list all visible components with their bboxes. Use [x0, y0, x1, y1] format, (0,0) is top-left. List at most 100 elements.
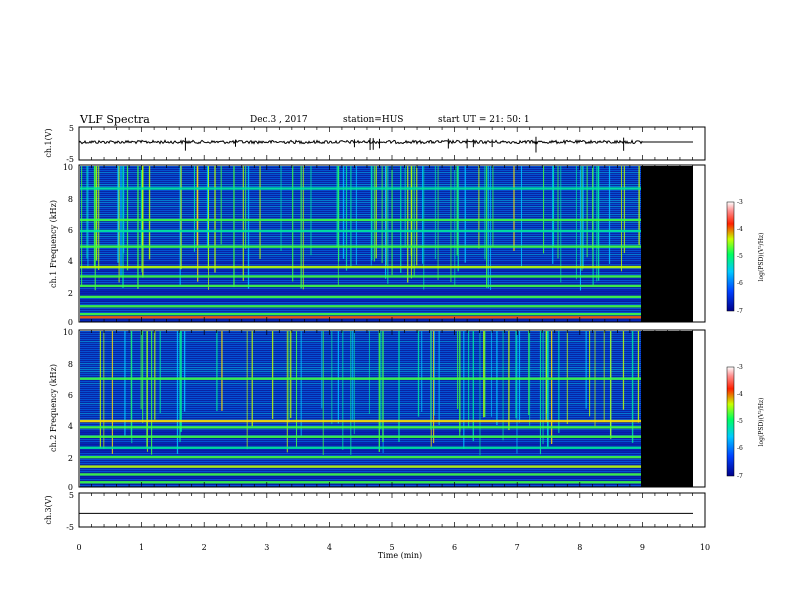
spectrogram-noise-row: [80, 403, 643, 405]
spectrogram-noise-row: [80, 415, 643, 417]
spectrogram-band: [80, 446, 643, 449]
spectrogram-noise-row: [80, 248, 643, 250]
spectrogram-noise-row: [80, 274, 643, 276]
spectrogram-noise-row: [80, 204, 643, 206]
spectrogram-noise-row: [80, 337, 643, 339]
spectrogram-noise-row: [80, 270, 643, 272]
spectrogram-noise-row: [80, 485, 643, 487]
ch1-waveform-frame: [78, 126, 706, 161]
spectrogram-noise-row: [80, 357, 643, 359]
spectrogram-noise-row: [80, 383, 643, 385]
spectrogram-noise-row: [80, 343, 643, 345]
ch2-spectrogram-ylabel: ch.2 Frequency (kHz): [49, 364, 58, 452]
spectrogram-noise-row: [80, 409, 643, 411]
spectrogram-band: [80, 481, 643, 484]
spectrogram-noise-row: [80, 385, 643, 387]
ch2-colorbar-label: log(PSD)(V²/Hz): [758, 398, 765, 447]
ch3-waveform-ylabel: ch.3(V): [44, 495, 53, 524]
spectrogram-noise-row: [80, 234, 643, 236]
spectrogram-noise-row: [80, 331, 643, 333]
ch1-colorbar: [726, 201, 735, 312]
spectrogram-noise-row: [80, 198, 643, 200]
spectrogram-noise-row: [80, 308, 643, 310]
ch2-ytick-6: 6: [68, 391, 73, 400]
spectrogram-noise-row: [80, 463, 643, 465]
ch1-cb-tick-4: -4: [737, 226, 743, 233]
spectrogram-band: [80, 419, 643, 423]
spectrogram-noise-row: [80, 186, 643, 188]
spectrogram-noise-row: [80, 401, 643, 403]
spectrogram-band: [80, 312, 643, 316]
spectrogram-noise-row: [80, 202, 643, 204]
spectrogram-noise-row: [80, 184, 643, 186]
spectrogram-noise-row: [80, 419, 643, 421]
x-axis-tick-labels: 0 1 2 3 4 5 6 7 8 9 10: [76, 543, 710, 552]
spectrogram-noise-row: [80, 242, 643, 244]
ch1-spectrogram-nodata: [641, 166, 693, 322]
spectrogram-noise-row: [80, 443, 643, 445]
xtick-4: 4: [327, 543, 332, 552]
spectrogram-noise-row: [80, 445, 643, 447]
spectrogram-noise-row: [80, 302, 643, 304]
spectrogram-noise-row: [80, 367, 643, 369]
spectrogram-band: [80, 218, 643, 222]
spectrogram-noise-row: [80, 339, 643, 341]
ch1-ytick-0: 0: [68, 318, 73, 327]
xtick-7: 7: [515, 543, 520, 552]
spectrogram-noise-row: [80, 304, 643, 306]
spectrogram-noise-row: [80, 180, 643, 182]
spectrogram-band: [80, 465, 643, 468]
spectrogram-noise-row: [80, 228, 643, 230]
spectrogram-noise-row: [80, 288, 643, 290]
spectrogram-noise-row: [80, 381, 643, 383]
spectrogram-noise-row: [80, 272, 643, 274]
spectrogram-noise-row: [80, 335, 643, 337]
spectrogram-noise-row: [80, 240, 643, 242]
spectrogram-noise-row: [80, 226, 643, 228]
spectrogram-noise-row: [80, 469, 643, 471]
spectrogram-noise-row: [80, 397, 643, 399]
spectrogram-noise-row: [80, 262, 643, 264]
spectrogram-noise-row: [80, 238, 643, 240]
ch1-ytick-top: 5: [69, 124, 74, 133]
spectrogram-noise-row: [80, 483, 643, 485]
ch3-waveform-frame: [78, 492, 706, 528]
spectrogram-noise-row: [80, 244, 643, 246]
spectrogram-noise-row: [80, 365, 643, 367]
spectrogram-noise-row: [80, 292, 643, 294]
spectrogram-noise-row: [80, 320, 643, 322]
ch2-ytick-4: 4: [68, 422, 73, 431]
spectrogram-noise-row: [80, 347, 643, 349]
spectrogram-noise-row: [80, 351, 643, 353]
ch2-spectrogram-nodata: [641, 331, 693, 487]
spectrogram-noise-row: [80, 200, 643, 202]
spectrogram-band: [80, 426, 643, 429]
spectrogram-noise-row: [80, 214, 643, 216]
spectrogram-noise-row: [80, 423, 643, 425]
ch2-cb-tick-3: -3: [737, 364, 743, 371]
spectrogram-noise-row: [80, 192, 643, 194]
spectrogram-noise-row: [80, 341, 643, 343]
ch2-spectrogram-panel: 10 8 6 4 2 0 ch.2 Frequency (kHz) -3 -4 …: [49, 328, 765, 492]
spectrogram-noise-row: [80, 413, 643, 415]
spectrogram-noise-row: [80, 471, 643, 473]
ch1-waveform-ticks: [78, 127, 706, 160]
date-label: Dec.3 , 2017: [250, 115, 308, 125]
ch3-waveform-ticks: [78, 493, 706, 527]
spectrogram-noise-row: [80, 455, 643, 457]
xtick-8: 8: [577, 543, 582, 552]
spectrogram-noise-row: [80, 371, 643, 373]
ch2-cb-tick-6: -6: [737, 445, 743, 452]
spectrogram-noise-row: [80, 399, 643, 401]
ch2-colorbar: [726, 366, 735, 477]
spectrogram-band: [80, 229, 643, 233]
spectrogram-noise-row: [80, 433, 643, 435]
ch1-cb-tick-5: -5: [737, 253, 743, 260]
spectrogram-noise-row: [80, 178, 643, 180]
spectrogram-noise-row: [80, 389, 643, 391]
spectrogram-noise-row: [80, 349, 643, 351]
spectrogram-noise-row: [80, 280, 643, 282]
spectrogram-noise-row: [80, 174, 643, 176]
spectrogram-noise-row: [80, 393, 643, 395]
